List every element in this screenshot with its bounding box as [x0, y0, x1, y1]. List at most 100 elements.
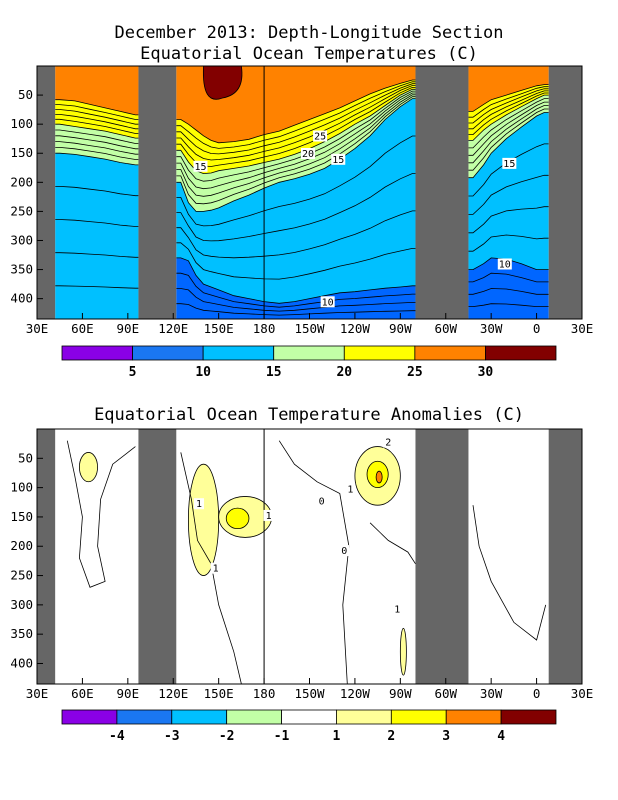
contour-label-bg	[497, 258, 512, 270]
anomaly-colorbar-label: 4	[497, 729, 505, 744]
isotherm-contour	[55, 104, 139, 120]
temp-band-1	[55, 99, 139, 139]
isotherm-contour	[176, 98, 416, 212]
temp-colorbar-swatch	[414, 345, 486, 361]
anomaly-contour-label-bg	[316, 495, 327, 507]
anom-y-tick-label: 200	[10, 538, 33, 553]
anom-y-tick-label: 150	[10, 509, 33, 524]
anomaly-colorbar-label: 3	[442, 729, 450, 744]
isotherm-contour	[176, 90, 416, 182]
anomaly-colorbar-label: 1	[333, 729, 341, 744]
contour-label-bg	[193, 160, 208, 172]
temp-x-tick-label: 30E	[26, 321, 49, 336]
anomaly-contour-label-bg	[339, 545, 350, 557]
anomaly-contour-label-bg	[263, 509, 274, 521]
temp-band-3	[55, 153, 139, 319]
temp-x-tick-label: 90W	[389, 321, 412, 336]
isotherm-contour	[55, 135, 139, 150]
isotherm-contour	[468, 272, 549, 283]
isotherm-contour	[176, 257, 416, 304]
anomaly-contour-label: 1	[266, 511, 272, 522]
contour-label: 15	[503, 159, 515, 170]
anomaly-contour-label: 2	[385, 438, 391, 449]
anomaly-colorbar-swatch	[281, 709, 337, 725]
panel1-subtitle: Equatorial Ocean Temperatures (C)	[140, 44, 478, 64]
temp-colorbar-swatch	[61, 345, 133, 361]
isotherm-contour	[468, 86, 549, 118]
anom-x-tick-label: 60W	[434, 686, 457, 701]
anom-y-tick-label: 400	[10, 655, 33, 670]
anom-y-tick-label: 300	[10, 597, 33, 612]
isotherm-contour	[55, 141, 139, 155]
temperature-colorbar: 5 10 15 20 25 30	[61, 345, 557, 380]
temp-x-tick-label: 30W	[480, 321, 503, 336]
isotherm-contour	[55, 123, 139, 139]
isotherm-contour	[55, 219, 139, 227]
contour-label: 25	[314, 132, 326, 143]
anom-land-mask-2	[415, 429, 469, 684]
isotherm-contour	[176, 272, 416, 308]
isotherm-contour	[176, 85, 416, 161]
anomaly-region-6	[375, 470, 383, 484]
isotherm-contour	[176, 135, 416, 227]
temp-band-0	[55, 66, 139, 115]
temp-colorbar-swatch	[202, 345, 275, 361]
anom-x-tick-label: 30E	[571, 686, 594, 701]
contour-label: 20	[302, 149, 314, 160]
temp-land-mask-0	[37, 66, 56, 319]
anomaly-contour-3	[369, 522, 416, 565]
anomaly-colorbar-swatch	[171, 709, 228, 725]
isotherm-contour	[468, 90, 549, 130]
temp-y-tick-label: 200	[10, 174, 33, 189]
temp-x-tick-label: 60E	[71, 321, 94, 336]
anomaly-contour-label-bg	[392, 603, 403, 615]
anomaly-region-0	[78, 452, 98, 483]
isotherm-contour	[55, 152, 139, 166]
anomaly-colorbar-swatch	[500, 709, 557, 725]
anom-land-mask-3	[548, 429, 582, 684]
anom-y-tick-label: 350	[10, 626, 33, 641]
anom-y-tick-label: 100	[10, 480, 33, 495]
isotherm-contour	[176, 288, 416, 312]
anomaly-region-1	[187, 463, 220, 576]
anomaly-contour-label-bg	[383, 436, 394, 448]
anomaly-colorbar-label: -3	[164, 729, 180, 744]
temp-band-3	[468, 112, 549, 270]
isotherm-contour	[468, 303, 549, 307]
temp-colorbar-label: 20	[336, 365, 352, 380]
anomaly-panel: 30E 60E 90E 120E 150E 180 150W 120W 90W 60W 30W 0 30…	[10, 428, 594, 701]
isotherm-contour	[176, 81, 416, 149]
anomaly-contour-4	[472, 505, 547, 641]
anomaly-region-7	[399, 627, 407, 676]
warm-pool-30c	[202, 65, 243, 100]
anomaly-contour-label: 0	[341, 546, 347, 557]
isotherm-contour	[468, 105, 549, 164]
temp-colorbar-label: 10	[195, 365, 211, 380]
isotherm-contour	[55, 252, 139, 258]
temp-colorbar-swatch	[343, 345, 416, 361]
anomaly-colorbar-label: -2	[219, 729, 235, 744]
anomaly-contour-label: 1	[196, 499, 202, 510]
temp-x-tick-label: 150W	[294, 321, 325, 336]
isotherm-contour	[468, 112, 549, 179]
isotherm-contour	[468, 101, 549, 156]
anomaly-contour-0	[66, 440, 136, 588]
anom-y-tick-label: 50	[18, 450, 33, 465]
anomaly-colorbar-swatch	[445, 709, 502, 725]
isotherm-contour	[176, 92, 416, 190]
temp-band-0	[468, 66, 549, 112]
temp-x-tick-label: 60W	[434, 321, 457, 336]
temp-x-tick-label: 30E	[571, 321, 594, 336]
anomaly-colorbar-swatch	[226, 709, 282, 725]
isotherm-contour	[176, 303, 416, 316]
temp-x-tick-label: 90E	[117, 321, 140, 336]
isotherm-contour	[468, 84, 549, 112]
anomaly-region-3	[225, 507, 250, 530]
anomaly-colorbar-swatch	[61, 709, 118, 725]
temp-y-tick-label: 300	[10, 232, 33, 247]
temp-y-tick-label: 150	[10, 145, 33, 160]
contour-label: 10	[322, 297, 334, 308]
panel2-title: Equatorial Ocean Temperature Anomalies (…	[94, 405, 524, 425]
isotherm-contour	[55, 99, 139, 116]
anom-x-tick-label: 60E	[71, 686, 94, 701]
